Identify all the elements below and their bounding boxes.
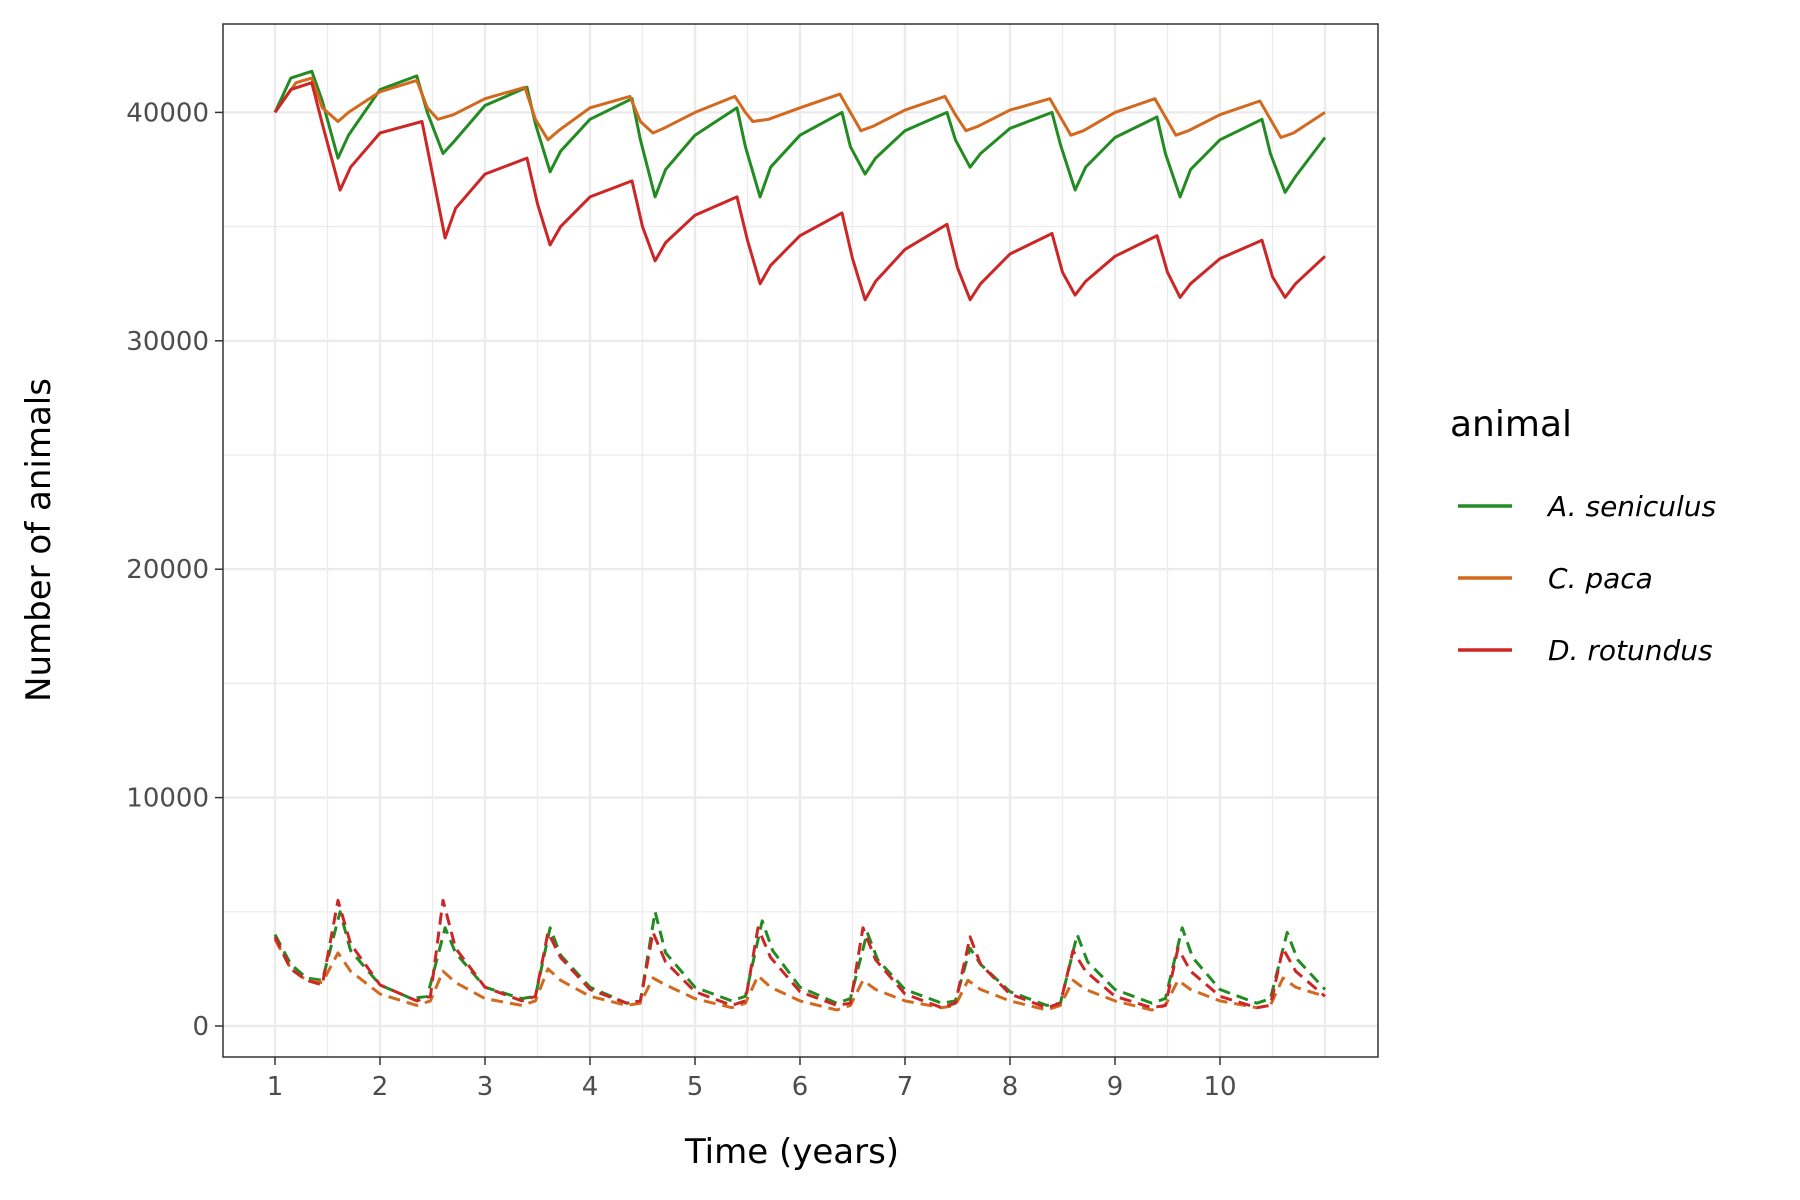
legend-label: C. paca (1548, 562, 1653, 595)
legend-label: A. seniculus (1546, 490, 1716, 523)
series-line-d-rotundus-solid (273, 81, 1327, 302)
x-axis: 1 2 3 4 5 6 7 8 9 10 (267, 1057, 1237, 1102)
legend-title: animal (1450, 404, 1572, 445)
x-tick-label: 5 (687, 1072, 704, 1102)
y-axis: 0 10000 20000 30000 40000 (126, 98, 223, 1042)
x-tick-label: 3 (477, 1072, 494, 1102)
y-tick-label: 20000 (126, 555, 209, 585)
legend-label: D. rotundus (1548, 634, 1713, 667)
y-tick-label: 40000 (126, 98, 209, 128)
y-tick-label: 30000 (126, 327, 209, 357)
y-tick-label: 0 (192, 1012, 209, 1042)
x-tick-label: 8 (1002, 1072, 1019, 1102)
series-line-d-rotundus-dashed (273, 898, 1326, 1010)
x-tick-label: 2 (372, 1072, 389, 1102)
x-tick-label: 1 (267, 1072, 284, 1102)
y-tick-label: 10000 (126, 784, 209, 814)
series-layer (273, 69, 1327, 1012)
y-axis-title: Number of animals (19, 378, 59, 702)
legend: animal A. seniculus C. paca D. rotundus (1450, 404, 1716, 667)
x-tick-label: 4 (582, 1072, 599, 1102)
x-axis-title: Time (years) (684, 1132, 899, 1172)
grid-major (223, 24, 1378, 1057)
series-line-c-paca-solid (273, 76, 1326, 142)
x-tick-label: 10 (1203, 1072, 1236, 1102)
series-line-a-seniculus-solid (273, 69, 1327, 199)
x-tick-label: 7 (897, 1072, 914, 1102)
x-tick-label: 6 (792, 1072, 809, 1102)
series-line-c-paca-dashed (273, 938, 1326, 1012)
x-tick-label: 9 (1107, 1072, 1124, 1102)
